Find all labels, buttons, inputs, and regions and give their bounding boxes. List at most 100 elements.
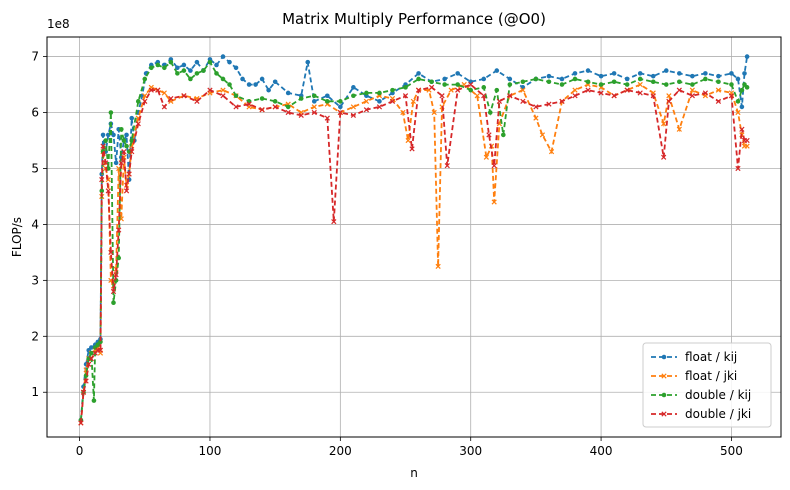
data-point xyxy=(572,71,578,76)
y-tick-label: 4 xyxy=(31,217,39,231)
data-point xyxy=(253,82,258,87)
data-point xyxy=(585,68,591,73)
legend-item: double / jki xyxy=(651,407,751,421)
data-point xyxy=(624,87,630,93)
data-point xyxy=(491,163,497,169)
y-tick-label: 6 xyxy=(31,106,39,120)
data-point xyxy=(105,188,111,194)
data-point xyxy=(507,76,513,82)
data-point xyxy=(350,112,357,118)
x-tick-label: 100 xyxy=(199,444,222,458)
data-point xyxy=(598,82,604,87)
data-point xyxy=(611,79,617,85)
data-point xyxy=(350,104,357,110)
data-point xyxy=(390,87,395,93)
data-point xyxy=(259,96,265,101)
x-axis-label: n xyxy=(410,466,418,480)
data-point xyxy=(735,165,741,172)
data-point xyxy=(637,76,643,82)
data-point xyxy=(429,79,434,85)
data-point xyxy=(431,109,437,116)
x-tick-label: 200 xyxy=(329,444,352,458)
data-point xyxy=(598,73,604,79)
data-point xyxy=(181,62,187,68)
data-point xyxy=(572,93,578,99)
data-point xyxy=(435,263,441,269)
data-point xyxy=(324,115,330,121)
data-point xyxy=(716,79,721,85)
data-point xyxy=(124,143,129,149)
data-point xyxy=(739,87,745,93)
legend-marker xyxy=(661,373,667,379)
data-point xyxy=(409,146,415,152)
data-point xyxy=(703,71,708,76)
data-point xyxy=(728,93,735,99)
data-point xyxy=(162,65,167,71)
data-point xyxy=(689,93,695,99)
data-point xyxy=(744,85,750,90)
data-point xyxy=(142,76,148,82)
data-point xyxy=(487,110,493,115)
data-point xyxy=(108,110,114,115)
data-point xyxy=(259,107,265,113)
data-point xyxy=(89,350,94,356)
data-point xyxy=(468,81,474,88)
data-point xyxy=(491,199,497,205)
data-point xyxy=(735,109,741,116)
data-point xyxy=(129,149,135,155)
data-point xyxy=(444,163,450,169)
data-point xyxy=(233,104,239,110)
data-point xyxy=(155,62,161,68)
data-point xyxy=(661,154,667,160)
data-point xyxy=(439,93,445,99)
data-point xyxy=(220,87,226,93)
data-point xyxy=(83,378,89,384)
y-tick-label: 3 xyxy=(31,273,39,287)
data-point xyxy=(98,339,103,345)
data-point xyxy=(91,398,97,403)
legend-marker xyxy=(661,354,667,360)
data-point xyxy=(214,71,219,76)
data-point xyxy=(559,98,565,104)
data-point xyxy=(233,65,239,71)
data-point xyxy=(481,93,487,99)
data-point xyxy=(448,87,454,93)
data-point xyxy=(690,82,695,87)
data-point xyxy=(285,109,291,116)
legend-label: double / kij xyxy=(685,388,751,402)
data-point xyxy=(168,59,174,65)
data-point xyxy=(468,87,474,93)
data-point xyxy=(285,90,291,96)
data-point xyxy=(689,87,695,93)
data-point xyxy=(442,82,447,87)
data-point xyxy=(80,389,87,395)
legend-item: float / kij xyxy=(651,350,737,364)
data-point xyxy=(298,112,304,118)
data-point xyxy=(111,132,116,138)
data-point xyxy=(259,76,265,82)
data-point xyxy=(481,85,487,90)
data-point xyxy=(175,65,180,71)
data-point xyxy=(220,76,226,82)
axes-frame xyxy=(46,36,782,438)
data-point xyxy=(663,82,669,87)
data-point xyxy=(227,82,232,87)
data-point xyxy=(338,99,343,104)
data-point xyxy=(690,73,695,79)
data-point xyxy=(124,132,129,138)
data-point xyxy=(676,87,682,93)
y-scale-label: 1e8 xyxy=(47,17,70,31)
data-point xyxy=(311,93,317,99)
data-point xyxy=(285,104,291,110)
data-point xyxy=(181,68,187,73)
data-point xyxy=(194,59,200,65)
data-point xyxy=(111,300,116,306)
data-point xyxy=(325,99,330,104)
y-tick-label: 5 xyxy=(31,161,39,175)
data-point xyxy=(744,54,750,59)
data-point xyxy=(481,76,487,82)
data-point xyxy=(118,160,124,166)
data-point xyxy=(650,93,656,99)
data-point xyxy=(637,90,643,96)
data-point xyxy=(637,81,643,88)
